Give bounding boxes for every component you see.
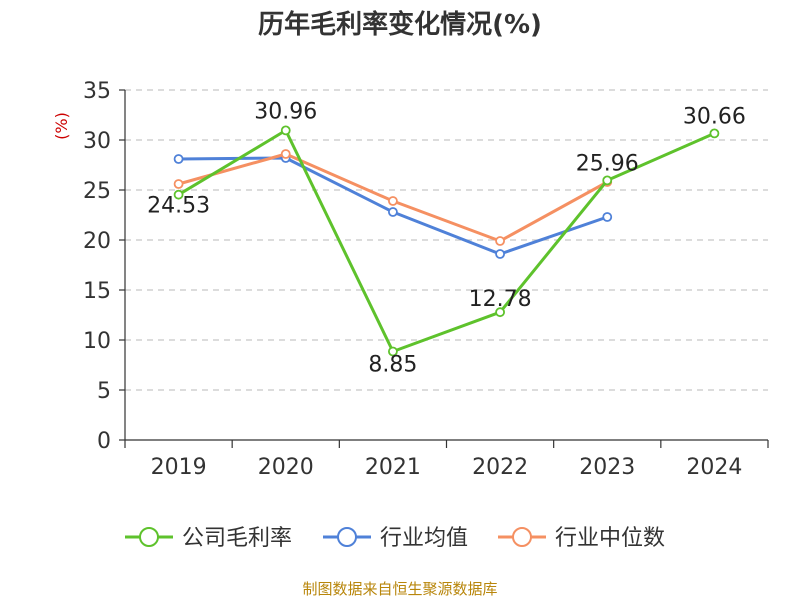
data-point-0 — [280, 125, 291, 136]
data-label: 12.78 — [469, 287, 532, 312]
data-point-1 — [388, 207, 398, 217]
chart-title: 历年毛利率变化情况(%) — [258, 9, 542, 40]
data-label: 30.96 — [254, 99, 317, 124]
data-point-2 — [173, 179, 184, 189]
data-point-0 — [173, 189, 184, 200]
y-tick-label: 30 — [83, 129, 111, 154]
legend-marker — [337, 527, 357, 547]
y-tick-label: 0 — [97, 429, 111, 454]
series-line-0 — [177, 128, 716, 353]
data-point-0 — [602, 175, 613, 186]
data-label: 25.96 — [576, 151, 639, 176]
x-tick-label: 2023 — [579, 455, 635, 480]
y-tick-label: 15 — [83, 279, 111, 304]
x-tick-label: 2019 — [151, 455, 207, 480]
x-tick-label: 2022 — [472, 455, 528, 480]
legend-marker — [139, 527, 159, 547]
data-label: 30.66 — [683, 104, 746, 129]
data-labels: 24.53 30.96 8.85 12.78 25.96 30.66 — [147, 99, 746, 377]
source-note: 制图数据来自恒生聚源数据库 — [302, 580, 497, 598]
x-tick-label: 2024 — [686, 455, 742, 480]
y-axis-unit: (%) — [52, 112, 71, 140]
y-tick-label: 5 — [97, 379, 111, 404]
data-point-0 — [388, 346, 398, 357]
axes: 0 5 10 15 20 25 30 35 2019 2020 2021 2022 2023 2024 — [83, 79, 769, 480]
y-tick-label: 25 — [83, 179, 111, 204]
data-point-0 — [495, 307, 505, 318]
legend: 公司毛利率 行业均值 行业中位数 — [125, 526, 665, 551]
legend-label: 行业中位数 — [555, 526, 665, 551]
data-point-1 — [602, 212, 613, 222]
y-tick-label: 35 — [83, 79, 111, 104]
data-point-1 — [495, 249, 505, 259]
legend-label: 行业均值 — [380, 526, 468, 551]
data-label: 24.53 — [147, 194, 210, 219]
legend-marker — [512, 527, 532, 547]
data-label: 8.85 — [368, 353, 417, 378]
data-point-2 — [388, 196, 398, 206]
series-group — [173, 125, 720, 357]
x-tick-label: 2021 — [365, 455, 421, 480]
y-tick-label: 10 — [83, 329, 111, 354]
data-point-2 — [280, 149, 291, 159]
legend-label: 公司毛利率 — [182, 526, 292, 551]
x-tick-label: 2020 — [258, 455, 314, 480]
data-point-1 — [173, 154, 184, 164]
grid-lines — [125, 89, 768, 391]
data-point-2 — [495, 236, 505, 246]
y-tick-label: 20 — [83, 229, 111, 254]
data-point-0 — [709, 128, 720, 139]
